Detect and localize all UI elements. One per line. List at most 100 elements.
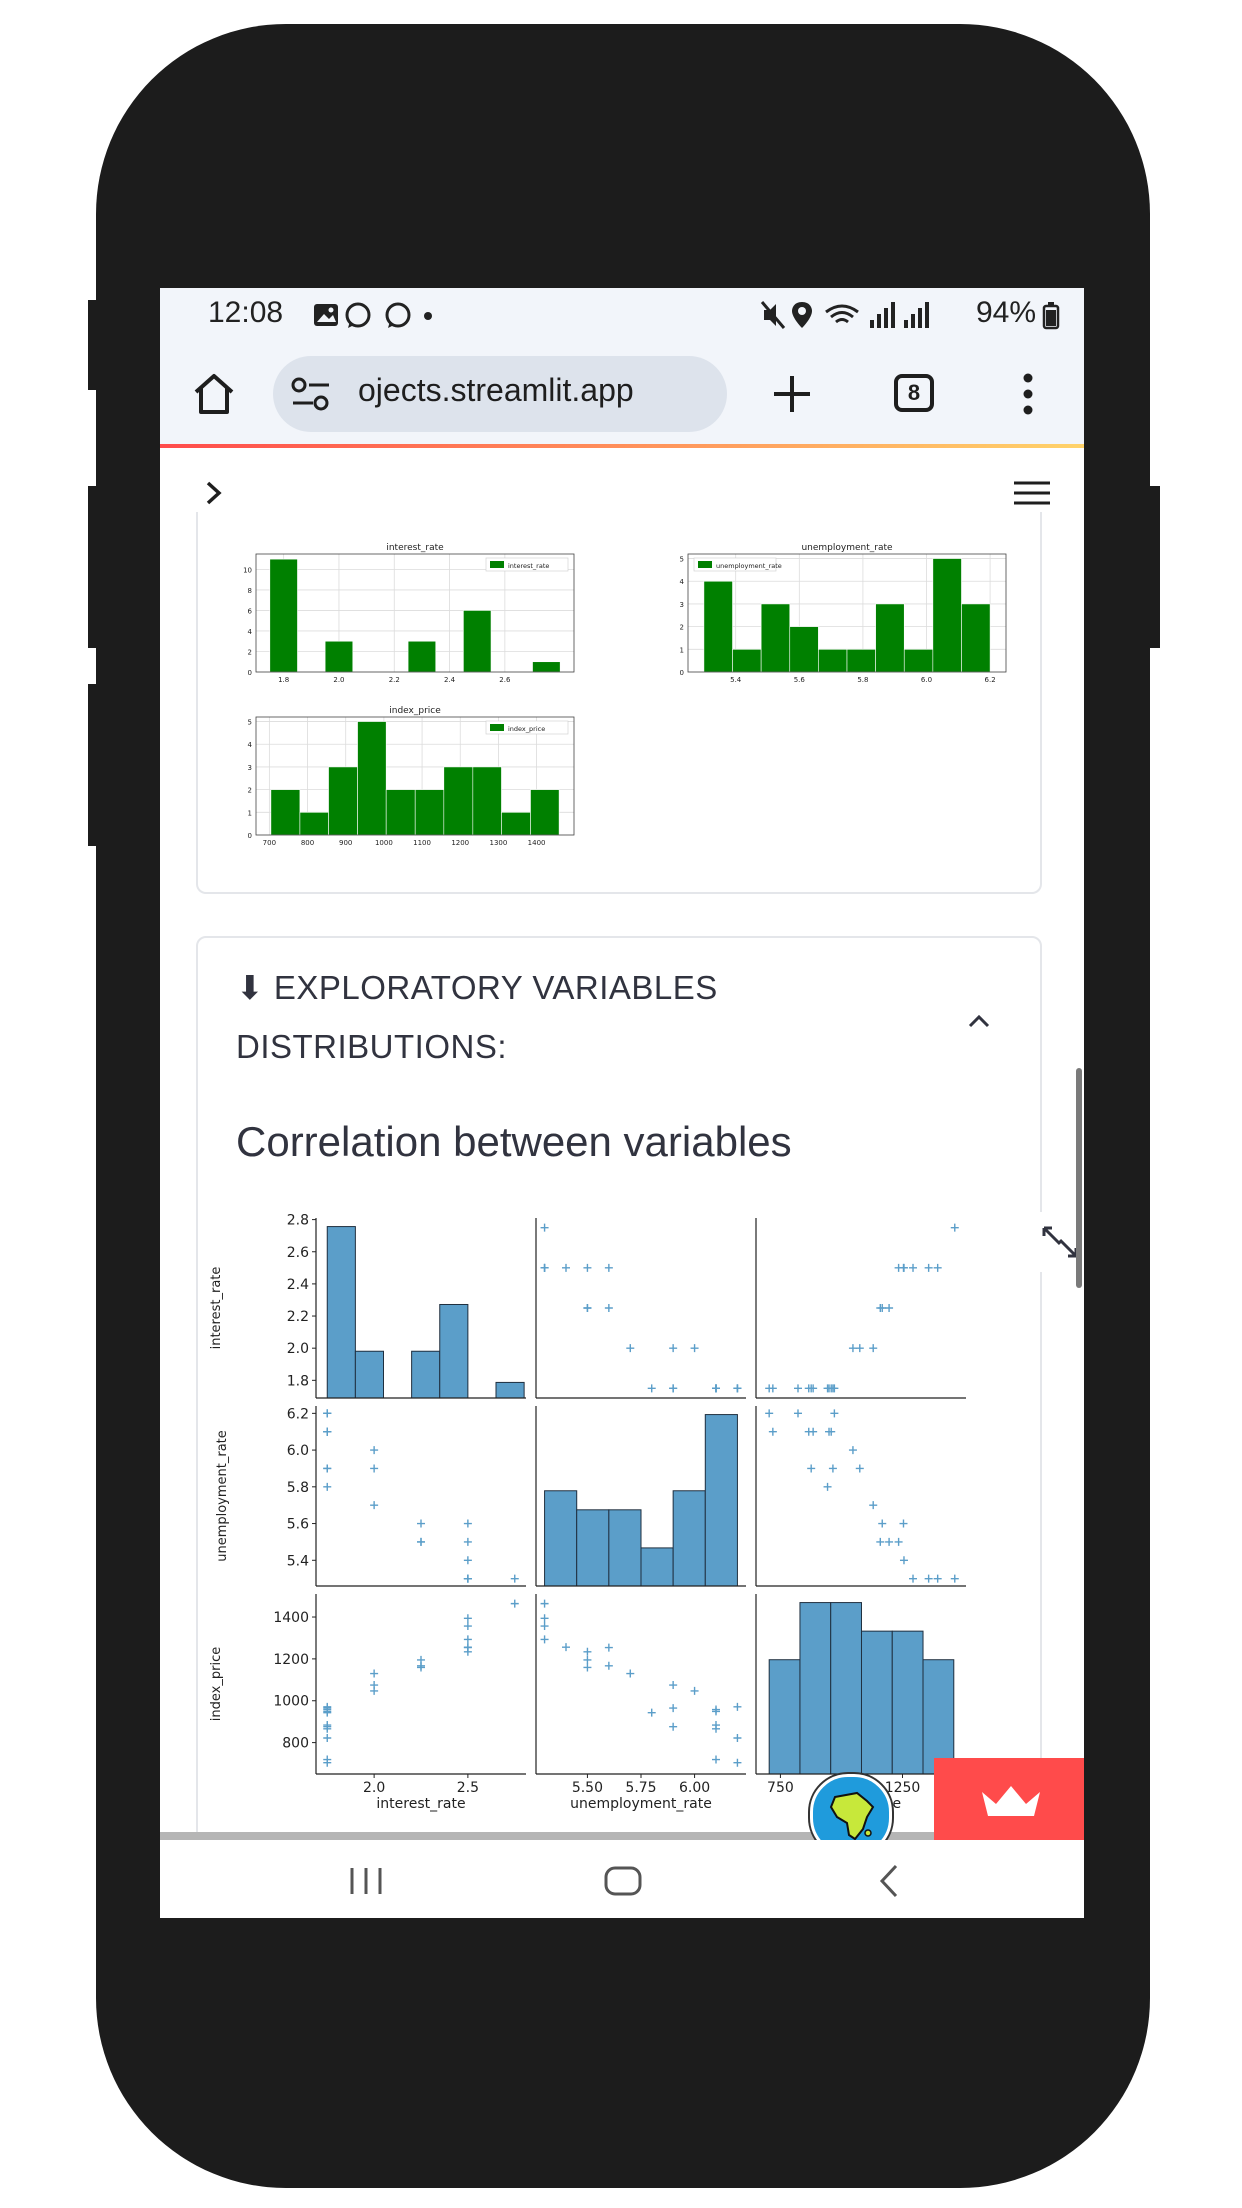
y-tick-label: 2 [680, 624, 684, 632]
x-tick-label: 1250 [885, 1780, 921, 1796]
legend-swatch [490, 724, 504, 731]
scatter-point [950, 1574, 959, 1583]
x-tick-label: 5.75 [625, 1780, 656, 1796]
sidebar-expand-icon[interactable] [204, 480, 224, 506]
phone-side-button [88, 684, 102, 846]
scatter-point [712, 1755, 720, 1764]
scatter-point [878, 1304, 887, 1312]
x-tick-label: 6.0 [921, 676, 932, 682]
chart-title: index_price [389, 706, 441, 716]
expander-header[interactable]: ⬇︎ EXPLORATORY VARIABLES DISTRIBUTIONS: [198, 938, 1040, 1078]
bar [414, 789, 445, 836]
bar [532, 661, 561, 673]
bar [328, 766, 358, 836]
signal-icon [904, 302, 929, 328]
hist-bar [495, 1381, 525, 1399]
scatter-point [370, 1686, 379, 1695]
bar [463, 610, 492, 673]
more-options-icon[interactable] [1020, 372, 1036, 416]
scatter-point [794, 1409, 802, 1418]
hist-bar [576, 1509, 610, 1587]
legend-swatch [698, 561, 712, 568]
y-tick-label: 4 [680, 578, 685, 586]
hist-bar [439, 1303, 469, 1399]
home-icon[interactable] [190, 370, 238, 418]
bar [760, 603, 791, 673]
target-distribution-card: interest_rate 1.8 2.0 2.2 2.4 2.6 0 2 4 6 8 10 inter… [196, 512, 1042, 894]
scatter-point [540, 1635, 549, 1644]
y-tick-label: 1.8 [287, 1373, 309, 1389]
x-tick-label: 5.50 [572, 1780, 603, 1796]
y-tick-label: 2.6 [287, 1245, 309, 1261]
scatter-point [690, 1344, 699, 1353]
scatter-point [950, 1223, 959, 1232]
scatter-point [924, 1574, 933, 1583]
x-tick-label: 5.4 [730, 676, 742, 682]
x-tick-label: 800 [301, 839, 314, 845]
new-tab-icon[interactable] [770, 372, 814, 416]
gallery-icon [314, 304, 338, 326]
y-tick-label: 1 [680, 646, 684, 654]
x-tick-label: 1.8 [278, 676, 289, 682]
x-tick-label: 2.6 [499, 676, 511, 682]
hist-bar [544, 1490, 578, 1587]
whatsapp-icon [385, 302, 411, 328]
phone-screen: 12:08 94% ojects.streamlit.app [160, 288, 1084, 1918]
scatter-point [626, 1344, 635, 1353]
x-tick-label: 1400 [528, 839, 546, 845]
collapse-chevron-icon[interactable] [968, 1014, 990, 1028]
page-heading: Correlation between variables [236, 1118, 792, 1165]
y-tick-label: 8 [248, 587, 252, 595]
scatter-point [712, 1707, 720, 1716]
page-scrollbar[interactable] [1076, 1068, 1082, 1288]
index-price-histogram: index_price 700 800 900 1000 1100 1200 1300 1400… [248, 706, 575, 845]
recent-apps-icon[interactable] [346, 1864, 386, 1898]
plot-frame [255, 553, 575, 673]
scatter-point [712, 1384, 720, 1393]
bar [703, 580, 733, 673]
y-axis-label: index_price [209, 1647, 224, 1721]
scatter-point [794, 1384, 802, 1393]
x-tick-label: 6.00 [679, 1780, 710, 1796]
location-icon [792, 302, 812, 328]
y-tick-label: 1400 [273, 1610, 309, 1626]
battery-level: 94% [975, 296, 1036, 329]
hist-bar [672, 1490, 706, 1587]
legend-box [693, 557, 777, 572]
exploratory-variables-card: ⬇︎ EXPLORATORY VARIABLES DISTRIBUTIONS: … [196, 936, 1042, 1918]
back-nav-icon[interactable] [876, 1862, 900, 1900]
system-navigation-bar [160, 1840, 1084, 1918]
scatter-point [855, 1344, 864, 1353]
scatter-point [540, 1263, 549, 1272]
y-tick-label: 4 [248, 741, 253, 749]
bar [789, 626, 819, 673]
scatter-point [885, 1537, 894, 1546]
hamburger-menu-icon[interactable] [1012, 480, 1052, 506]
y-axis-label: unemployment_rate [215, 1430, 230, 1562]
bar [846, 649, 876, 673]
page-load-indicator [160, 444, 1084, 448]
streamlit-manage-app-button[interactable] [934, 1758, 1084, 1846]
scatter-point [909, 1263, 918, 1272]
scatter-point [323, 1707, 332, 1716]
browser-toolbar: ojects.streamlit.app 8 [160, 346, 1084, 444]
x-tick-label: 6.2 [985, 676, 996, 682]
scatter-point [323, 1734, 332, 1742]
hist-bar [704, 1414, 738, 1587]
scatter-point [540, 1599, 549, 1608]
bar [530, 789, 560, 836]
y-tick-label: 10 [243, 566, 252, 574]
tab-count-button[interactable]: 8 [894, 374, 934, 412]
hist-bar [354, 1350, 384, 1399]
scatter-point [909, 1574, 918, 1583]
bar [961, 603, 991, 673]
scatter-point [463, 1635, 472, 1644]
status-time: 12:08 [208, 296, 284, 329]
scatter-point [690, 1686, 699, 1695]
scatter-point [604, 1661, 613, 1670]
home-nav-icon[interactable] [602, 1864, 644, 1898]
section-title-line2: DISTRIBUTIONS: [236, 1028, 508, 1065]
site-settings-icon[interactable] [291, 376, 331, 412]
address-bar[interactable]: ojects.streamlit.app [273, 356, 727, 432]
y-tick-label: 1200 [273, 1652, 309, 1668]
